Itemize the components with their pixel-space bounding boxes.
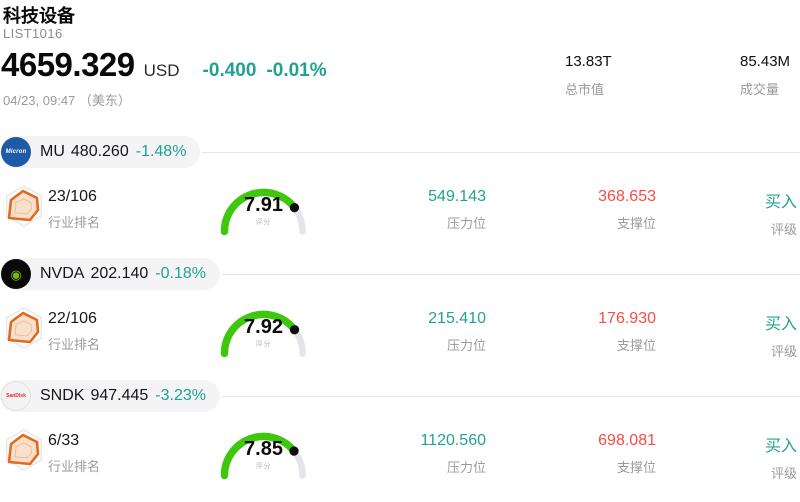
stock-pill-mu[interactable]: Micron MU 480.260 -1.48% <box>0 136 201 168</box>
rating-value[interactable]: 买入 <box>764 316 797 333</box>
index-change-percent: -0.01% <box>266 60 327 81</box>
resistance-label: 压力位 <box>446 338 486 353</box>
support-value: 176.930 <box>598 310 656 327</box>
rating-label: 评级 <box>770 222 797 237</box>
support-value: 698.081 <box>598 432 656 449</box>
rating-label: 评级 <box>770 344 797 359</box>
row-divider <box>202 151 800 153</box>
rating-column: 买入 评级 <box>765 432 797 482</box>
support-column: 368.653 支撑位 <box>598 188 656 232</box>
nvidia-logo: ◉ <box>1 259 31 289</box>
score-label: 评分 <box>255 219 272 226</box>
rating-value[interactable]: 买入 <box>764 194 797 211</box>
industry-rank: 23/106 行业排名 <box>48 188 100 231</box>
quote-timestamp: 04/23, 09:47 （美东） <box>3 93 131 108</box>
currency-label: USD <box>143 61 180 80</box>
resistance-label: 压力位 <box>446 460 486 475</box>
row-body: 23/106 行业排名 7.91 评分 549.143 压力位 368.653 … <box>0 183 800 258</box>
industry-rank-label: 行业排名 <box>48 459 101 474</box>
support-value: 368.653 <box>598 188 656 205</box>
sandisk-logo: SanDisk <box>1 381 31 411</box>
radar-badge-icon <box>6 185 42 227</box>
row-head: SanDisk SNDK 947.445 -3.23% <box>0 380 800 412</box>
stock-change-percent: -3.23% <box>155 387 206 404</box>
rating-label: 评级 <box>770 466 797 481</box>
score-label: 评分 <box>255 341 272 348</box>
stock-ticker: NVDA <box>40 265 85 282</box>
resistance-column: 549.143 压力位 <box>428 188 486 232</box>
radar-badge-icon <box>6 307 42 349</box>
industry-rank-value: 6/33 <box>48 432 80 449</box>
stock-price: 202.140 <box>90 265 149 282</box>
support-label: 支撑位 <box>616 216 656 231</box>
market-cap-label: 总市值 <box>565 82 605 97</box>
index-header: 科技设备 LIST1016 4659.329 USD -0.400 -0.01%… <box>0 0 800 136</box>
score-value: 7.92 <box>244 316 283 338</box>
row-body: 22/106 行业排名 7.92 评分 215.410 压力位 176.930 … <box>0 305 800 380</box>
index-price-row: 4659.329 USD -0.400 -0.01% <box>1 46 327 84</box>
row-head: ◉ NVDA 202.140 -0.18% <box>0 258 800 290</box>
support-label: 支撑位 <box>616 460 656 475</box>
stock-row-sndk: SanDisk SNDK 947.445 -3.23% 6/33 行业排名 <box>0 380 800 502</box>
resistance-value: 549.143 <box>428 188 486 205</box>
stock-list: Micron MU 480.260 -1.48% 23/106 行业排名 <box>0 136 800 502</box>
market-cap-value: 13.83T <box>565 53 612 70</box>
resistance-value: 1120.560 <box>420 432 486 449</box>
row-body: 6/33 行业排名 7.85 评分 1120.560 压力位 698.081 支… <box>0 427 800 502</box>
row-head: Micron MU 480.260 -1.48% <box>0 136 800 168</box>
stock-ticker: MU <box>40 143 65 160</box>
rating-column: 买入 评级 <box>765 310 797 360</box>
market-cap-stat: 13.83T 总市值 <box>565 53 612 98</box>
industry-rank-label: 行业排名 <box>48 215 101 230</box>
index-price: 4659.329 <box>1 46 135 83</box>
rating-column: 买入 评级 <box>765 188 797 238</box>
volume-label: 成交量 <box>740 82 780 97</box>
page-title: 科技设备 <box>3 6 75 26</box>
stock-change-percent: -0.18% <box>155 265 206 282</box>
industry-rank: 22/106 行业排名 <box>48 310 100 353</box>
support-label: 支撑位 <box>616 338 656 353</box>
gauge-arc <box>220 188 306 236</box>
stock-pill-nvda[interactable]: ◉ NVDA 202.140 -0.18% <box>0 258 220 290</box>
volume-stat: 85.43M 成交量 <box>740 53 790 98</box>
stock-change-percent: -1.48% <box>135 143 187 160</box>
rating-value[interactable]: 买入 <box>764 438 797 455</box>
support-column: 176.930 支撑位 <box>598 310 656 354</box>
row-divider <box>222 395 800 397</box>
resistance-column: 1120.560 压力位 <box>420 432 486 476</box>
stock-price: 947.445 <box>90 387 149 404</box>
radar-badge-icon <box>6 429 42 471</box>
volume-value: 85.43M <box>740 53 791 70</box>
resistance-value: 215.410 <box>428 310 486 327</box>
stock-price: 480.260 <box>70 143 129 160</box>
score-gauge: 7.91 评分 <box>217 183 310 239</box>
micron-logo: Micron <box>1 137 31 167</box>
stock-pill-sndk[interactable]: SanDisk SNDK 947.445 -3.23% <box>0 380 220 412</box>
resistance-column: 215.410 压力位 <box>428 310 486 354</box>
industry-rank-label: 行业排名 <box>48 337 101 352</box>
score-value: 7.91 <box>244 194 283 216</box>
industry-rank-value: 23/106 <box>48 188 97 205</box>
score-value: 7.85 <box>244 438 283 460</box>
support-column: 698.081 支撑位 <box>598 432 656 476</box>
row-divider <box>222 273 800 275</box>
industry-rank-value: 22/106 <box>48 310 97 327</box>
gauge-arc <box>220 432 306 480</box>
gauge-arc <box>220 310 306 358</box>
stock-row-mu: Micron MU 480.260 -1.48% 23/106 行业排名 <box>0 136 800 258</box>
stock-ticker: SNDK <box>40 387 85 404</box>
score-gauge: 7.85 评分 <box>217 427 310 483</box>
stock-row-nvda: ◉ NVDA 202.140 -0.18% 22/106 行业排名 <box>0 258 800 380</box>
score-gauge: 7.92 评分 <box>217 305 310 361</box>
index-change: -0.400 <box>202 60 257 81</box>
score-label: 评分 <box>255 463 272 470</box>
industry-rank: 6/33 行业排名 <box>48 432 100 475</box>
resistance-label: 压力位 <box>446 216 486 231</box>
list-id: LIST1016 <box>3 26 63 41</box>
